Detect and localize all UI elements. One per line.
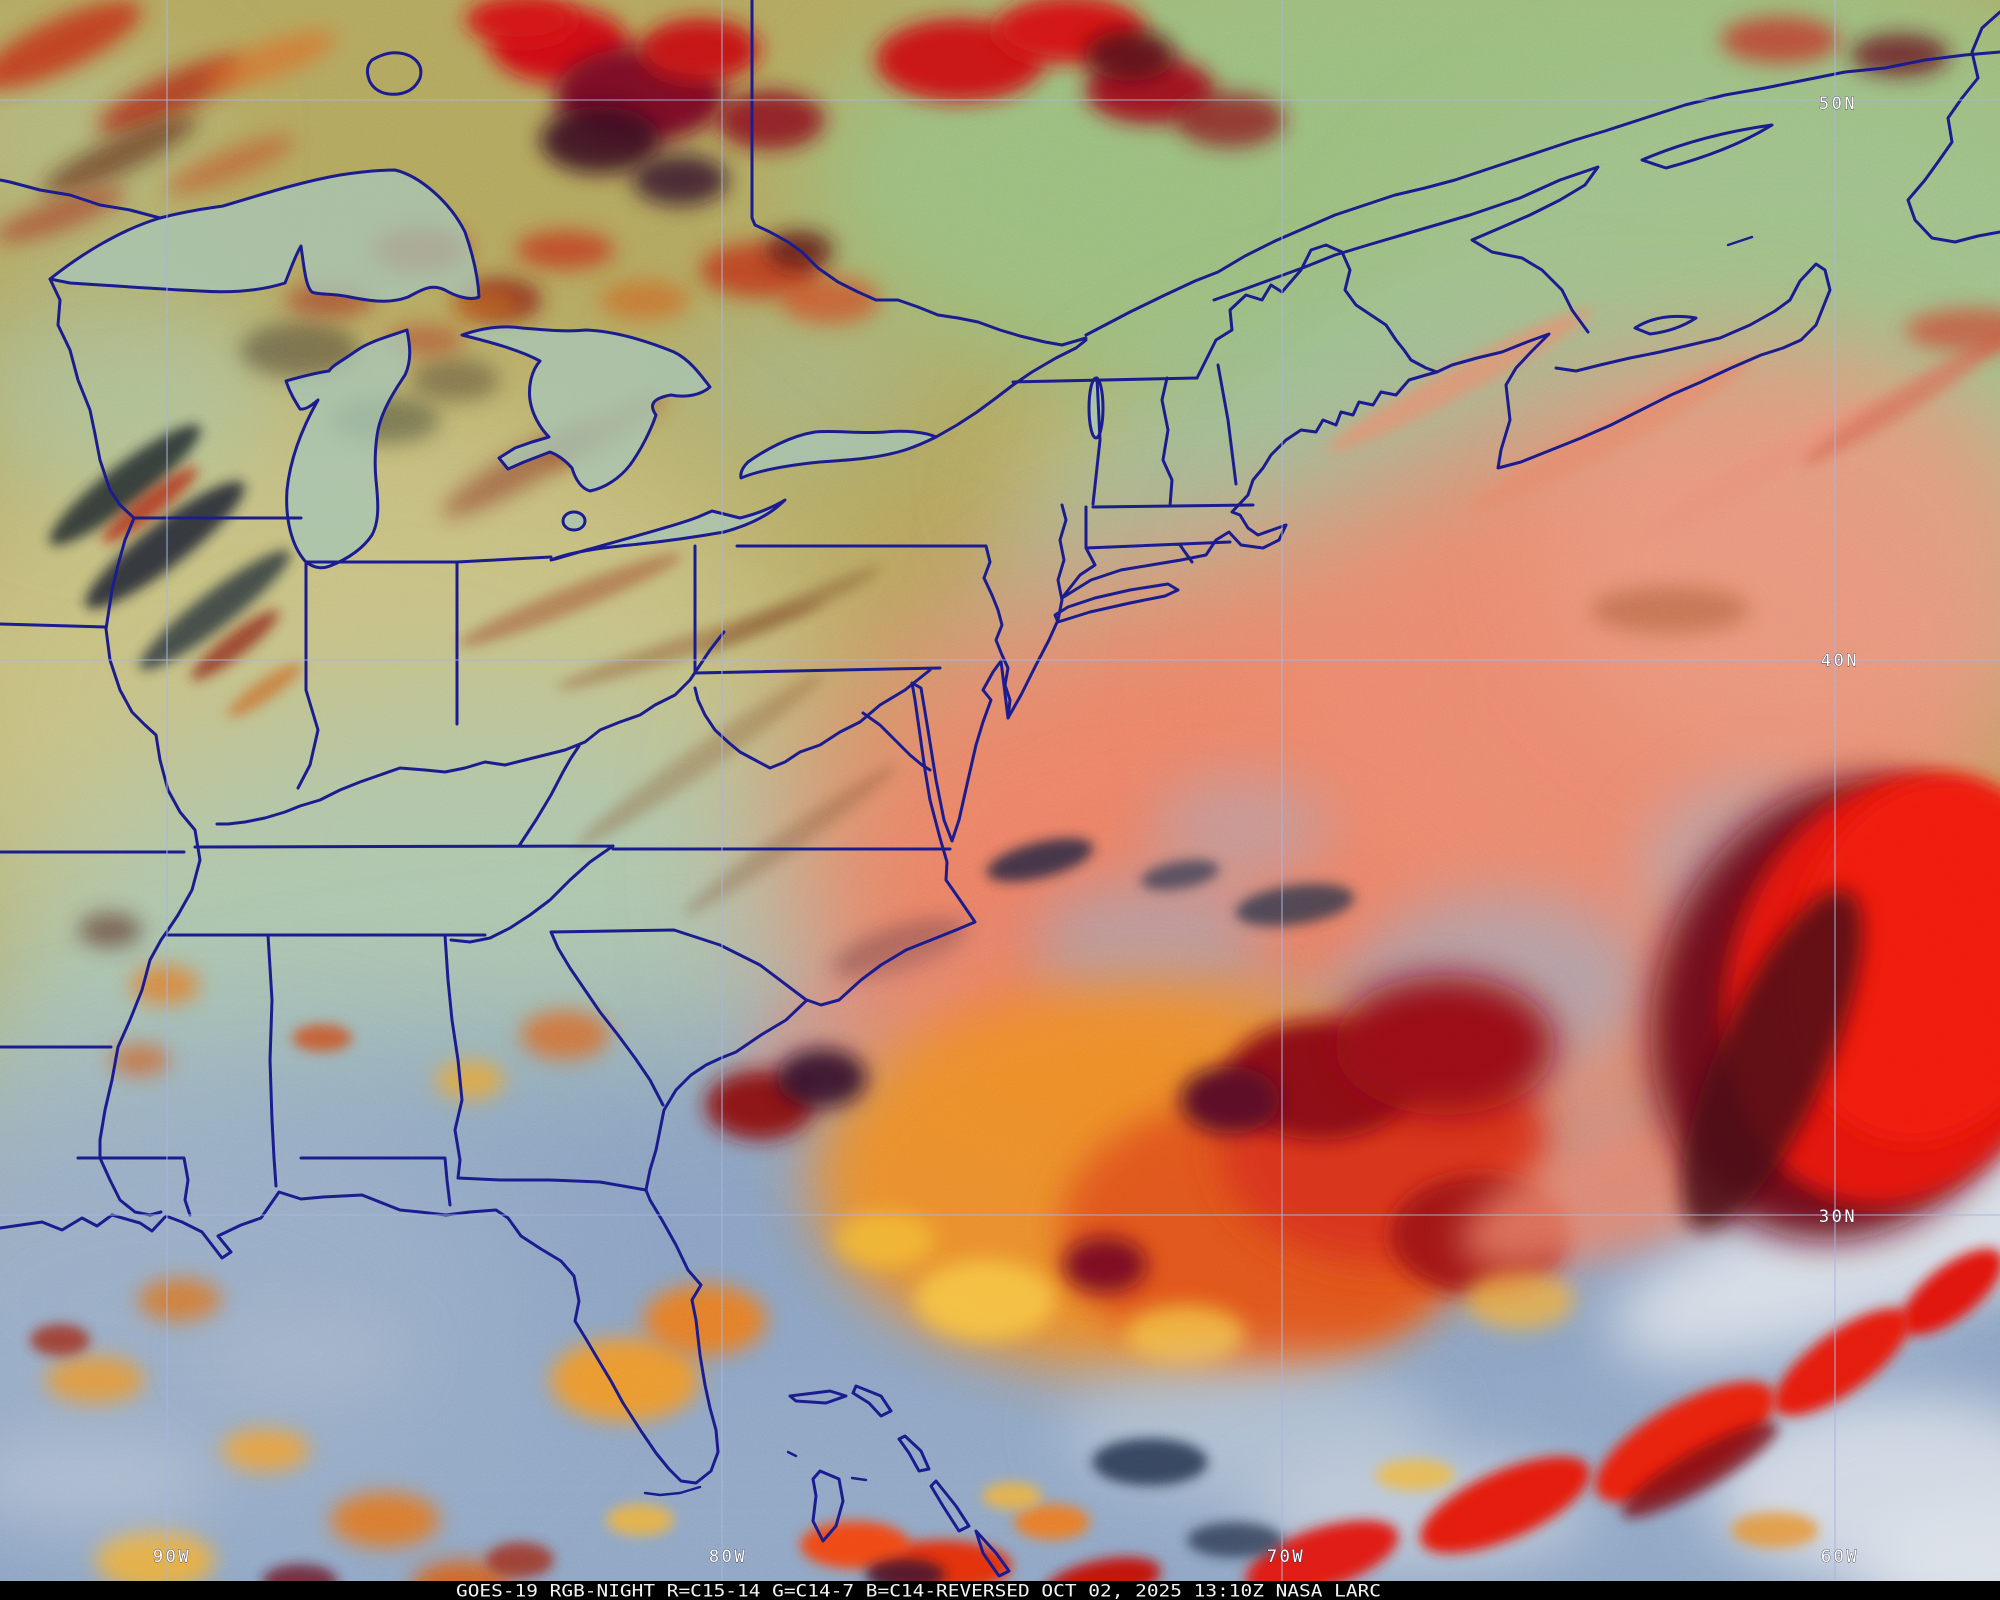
florida-keys (643, 1485, 702, 1497)
lat-label-50n: 50N (1819, 94, 1857, 114)
gaspe-south-shore (1212, 165, 1600, 334)
prince-edward-island (1633, 314, 1698, 336)
state-borders (0, 277, 1255, 1217)
long-island (1053, 582, 1180, 624)
lake-nipigon (365, 51, 423, 96)
lake-erie (549, 498, 787, 562)
caption-bar-background (0, 1581, 2000, 1600)
lat-label-30n: 30N (1819, 1207, 1857, 1227)
lake-michigan (284, 328, 412, 570)
st-lawrence-north-shore (1084, 50, 2000, 337)
lon-label-80w: 80W (709, 1547, 747, 1567)
great-lakes (48, 51, 1105, 570)
lake-superior (48, 168, 481, 303)
minnesota-ontario-border (0, 178, 162, 220)
caption-bar: GOES-19 RGB-NIGHT R=C15-14 G=C14-7 B=C14… (0, 1581, 2000, 1600)
magdalen-islands (1726, 235, 1754, 247)
nova-scotia (1435, 262, 1832, 470)
coastline (0, 370, 1439, 1485)
maine-canada-border (1195, 243, 1439, 380)
lake-st-clair (561, 510, 587, 532)
ontario-quebec-border (750, 0, 1088, 347)
ohio-river (215, 630, 726, 826)
lake-ontario (739, 429, 938, 480)
lon-label-90w: 90W (153, 1547, 191, 1567)
lat-label-40n: 40N (1821, 651, 1859, 671)
lake-huron (460, 325, 712, 493)
st-lawrence-river (934, 338, 1088, 439)
anticosti-island (1640, 123, 1774, 170)
grid-labels: 50N 40N 30N 90W 80W 70W 60W (153, 94, 1859, 1568)
lon-label-60w: 60W (1821, 1547, 1859, 1567)
caption-text: GOES-19 RGB-NIGHT R=C15-14 G=C14-7 B=C14… (456, 1582, 1381, 1600)
lon-label-70w: 70W (1267, 1547, 1305, 1567)
newfoundland-coast (1906, 10, 2000, 244)
